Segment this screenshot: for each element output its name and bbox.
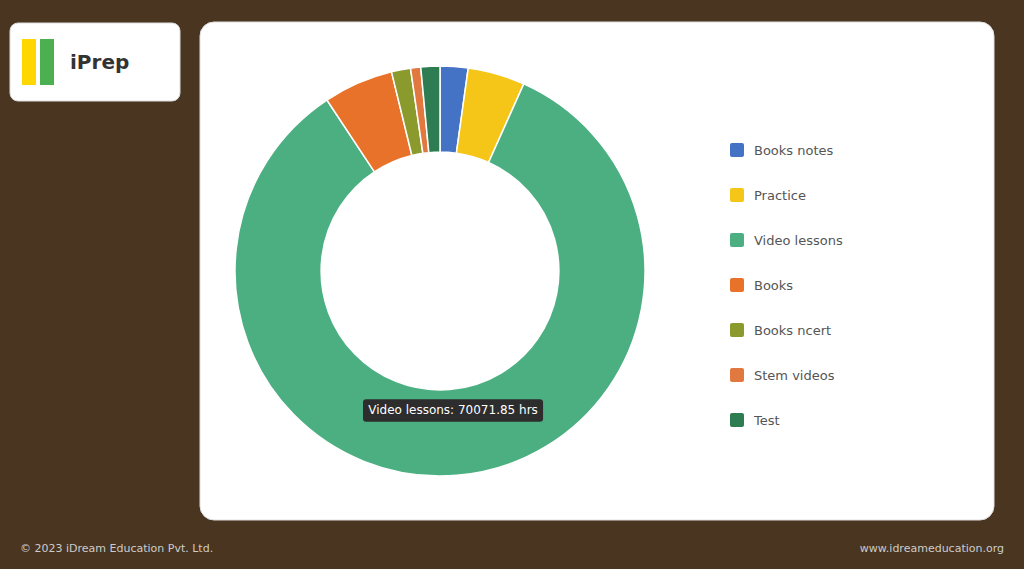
legend-label: Video lessons — [754, 233, 843, 248]
legend-label: Practice — [754, 188, 806, 203]
legend-swatch — [730, 233, 744, 247]
legend-swatch — [730, 413, 744, 427]
panel — [200, 22, 994, 520]
background — [0, 0, 1024, 569]
tooltip-text: Video lessons: 70071.85 hrs — [368, 403, 538, 417]
legend: Books notes Practice Video lessons Books Boo… — [730, 143, 843, 428]
wedge — [421, 66, 440, 153]
legend-label: Test — [753, 413, 780, 428]
tooltip: Video lessons: 70071.85 hrs — [362, 398, 544, 422]
legend-swatch — [730, 368, 744, 382]
chart: Video lessons: 70071.85 hrs Books notes Pr… — [0, 0, 1024, 569]
legend-swatch — [730, 323, 744, 337]
legend-label: Books ncert — [754, 323, 831, 338]
legend-swatch — [730, 188, 744, 202]
logo-icon — [40, 39, 54, 85]
tooltip-box — [362, 398, 544, 422]
legend-swatch — [730, 278, 744, 292]
legend-label: Books — [754, 278, 793, 293]
legend-label: Books notes — [754, 143, 834, 158]
legend-label: Stem videos — [754, 368, 835, 383]
footer-url: www.idreameducation.org — [860, 542, 1004, 555]
footer-copyright: © 2023 iDream Education Pvt. Ltd. — [20, 542, 213, 555]
logo-icon — [22, 39, 36, 85]
chart-container: Video lessons: 70071.85 hrs Books notes Pr… — [0, 0, 1024, 569]
logo: iPrep — [10, 23, 180, 101]
logo-text: iPrep — [70, 50, 129, 74]
logo-box — [10, 23, 180, 101]
wedges — [235, 66, 645, 476]
legend-swatch — [730, 143, 744, 157]
